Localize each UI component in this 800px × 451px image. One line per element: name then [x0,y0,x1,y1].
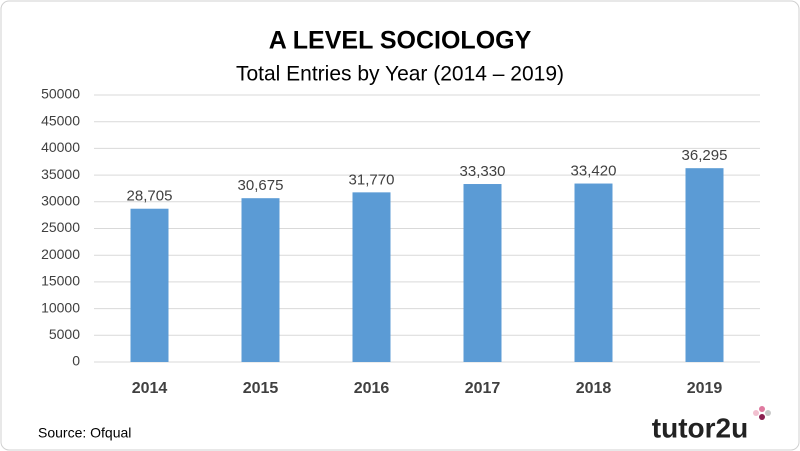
bar [463,184,502,362]
value-label: 36,295 [682,147,728,164]
y-tick-label: 40000 [41,139,80,155]
y-tick-label: 10000 [41,299,80,315]
y-tick-label: 0 [72,353,80,369]
bar [574,183,613,362]
x-tick-label: 2017 [465,380,501,397]
y-tick-label: 45000 [41,112,80,128]
value-label: 33,330 [460,163,506,180]
value-label: 28,705 [127,188,173,205]
x-tick-label: 2014 [132,380,168,397]
y-tick-label: 20000 [41,246,80,262]
y-tick-label: 25000 [41,219,80,235]
logo-flower [753,406,771,420]
x-tick-label: 2016 [354,380,390,397]
logo: tutor2u [652,412,748,443]
x-tick-label: 2019 [687,380,723,397]
y-tick-label: 30000 [41,193,80,209]
x-tick-label: 2015 [243,380,279,397]
bar [241,198,280,362]
bar [352,192,391,362]
value-label: 31,770 [349,171,395,188]
x-tick-label: 2018 [576,380,612,397]
y-tick-label: 5000 [49,326,80,342]
chart-subtitle: Total Entries by Year (2014 – 2019) [236,63,564,86]
bar [130,208,169,362]
source: Source: Ofqual [38,425,131,441]
y-tick-label: 15000 [41,273,80,289]
bar [685,168,724,362]
value-label: 30,675 [238,177,284,194]
y-tick-label: 50000 [41,86,80,102]
chart-title: A LEVEL SOCIOLOGY [269,27,532,55]
value-label: 33,420 [571,163,617,180]
y-tick-label: 35000 [41,166,80,182]
